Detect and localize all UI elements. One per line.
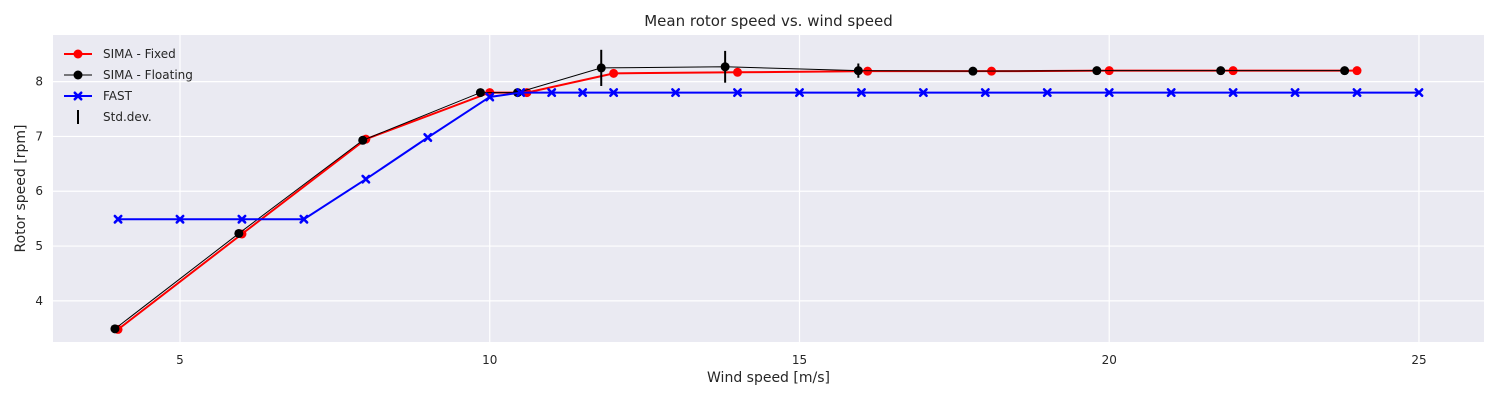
data-point <box>113 214 123 224</box>
data-point <box>1414 88 1424 98</box>
plot-area <box>53 35 1484 342</box>
data-point <box>110 324 120 334</box>
data-point <box>733 88 743 98</box>
data-point <box>423 133 433 143</box>
data-point <box>1340 66 1350 76</box>
data-point <box>1104 88 1114 98</box>
data-point <box>237 214 247 224</box>
y-tick-label: 5 <box>35 239 43 253</box>
series-line <box>114 66 1345 330</box>
data-point <box>234 228 244 238</box>
data-point <box>1216 66 1226 76</box>
grid <box>53 35 1484 342</box>
chart-title: Mean rotor speed vs. wind speed <box>644 12 893 30</box>
data-point <box>578 88 588 98</box>
data-point <box>609 68 619 78</box>
series-line <box>118 91 1419 221</box>
data-point <box>794 88 804 98</box>
data-point <box>1042 88 1052 98</box>
data-point <box>720 62 730 72</box>
legend-item: FAST <box>64 89 133 103</box>
y-tick-label: 7 <box>35 129 43 143</box>
axis-ticks: 5 10 15 20 25 4 5 6 7 8 <box>35 75 1426 367</box>
data-point <box>671 88 681 98</box>
series-layer <box>110 49 1424 334</box>
x-axis-label: Wind speed [m/s] <box>707 370 830 386</box>
data-point <box>609 88 619 98</box>
legend-marker <box>73 70 83 80</box>
data-point <box>853 66 863 76</box>
data-point <box>358 135 368 145</box>
x-tick-label: 25 <box>1411 353 1426 367</box>
data-point <box>475 88 485 98</box>
legend-label: SIMA - Floating <box>103 68 193 82</box>
data-point <box>980 88 990 98</box>
y-tick-label: 8 <box>35 75 43 89</box>
data-point <box>733 67 743 77</box>
data-point <box>361 174 371 184</box>
data-point <box>1290 88 1300 98</box>
y-tick-label: 4 <box>35 294 43 308</box>
legend-marker <box>73 91 83 101</box>
data-point <box>1352 66 1362 76</box>
data-point <box>175 214 185 224</box>
data-point <box>918 88 928 98</box>
data-point <box>1166 88 1176 98</box>
data-point <box>1228 88 1238 98</box>
data-point <box>516 88 526 98</box>
legend-item: SIMA - Floating <box>64 68 193 82</box>
y-tick-label: 6 <box>35 184 43 198</box>
legend-marker <box>73 49 83 59</box>
x-tick-label: 15 <box>792 353 807 367</box>
x-tick-label: 5 <box>176 353 184 367</box>
x-tick-label: 10 <box>482 353 497 367</box>
x-tick-label: 20 <box>1102 353 1117 367</box>
data-point <box>1092 66 1102 76</box>
data-point <box>863 66 873 76</box>
series-fast <box>113 88 1424 224</box>
legend-item: Std.dev. <box>77 110 152 124</box>
legend-label: SIMA - Fixed <box>103 47 176 61</box>
data-point <box>596 63 606 73</box>
legend: SIMA - Fixed SIMA - Floating FAST Std.dev. <box>64 47 193 124</box>
data-point <box>485 92 495 102</box>
data-point <box>547 88 557 98</box>
legend-item: SIMA - Fixed <box>64 47 176 61</box>
y-axis-label: Rotor speed [rpm] <box>13 125 29 253</box>
legend-label: Std.dev. <box>103 110 152 124</box>
series-sima-floating <box>110 49 1350 334</box>
data-point <box>856 88 866 98</box>
legend-label: FAST <box>103 89 133 103</box>
data-point <box>1352 88 1362 98</box>
data-point <box>968 66 978 76</box>
data-point <box>299 214 309 224</box>
